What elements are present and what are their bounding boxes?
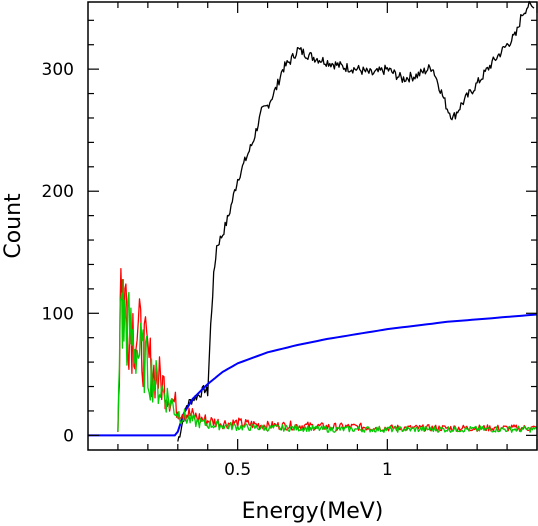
y-tick-label: 0 [63, 426, 74, 446]
x-tick-label: 0.5 [224, 460, 251, 480]
tick-layer: 0 100 200 300 0.5 1 [42, 2, 538, 480]
x-axis-label: Energy(MeV) [242, 499, 384, 524]
y-tick-label: 300 [42, 60, 74, 80]
series-line-1 [177, 0, 535, 442]
y-tick-label: 100 [42, 304, 74, 324]
x-tick-label: 1 [382, 460, 393, 480]
series-layer [88, 0, 538, 442]
y-tick-label: 200 [42, 182, 74, 202]
y-axis-label: Count [1, 193, 26, 259]
series-line-3 [117, 267, 538, 433]
series-line-4 [117, 279, 538, 433]
plot-frame [87, 1, 538, 451]
